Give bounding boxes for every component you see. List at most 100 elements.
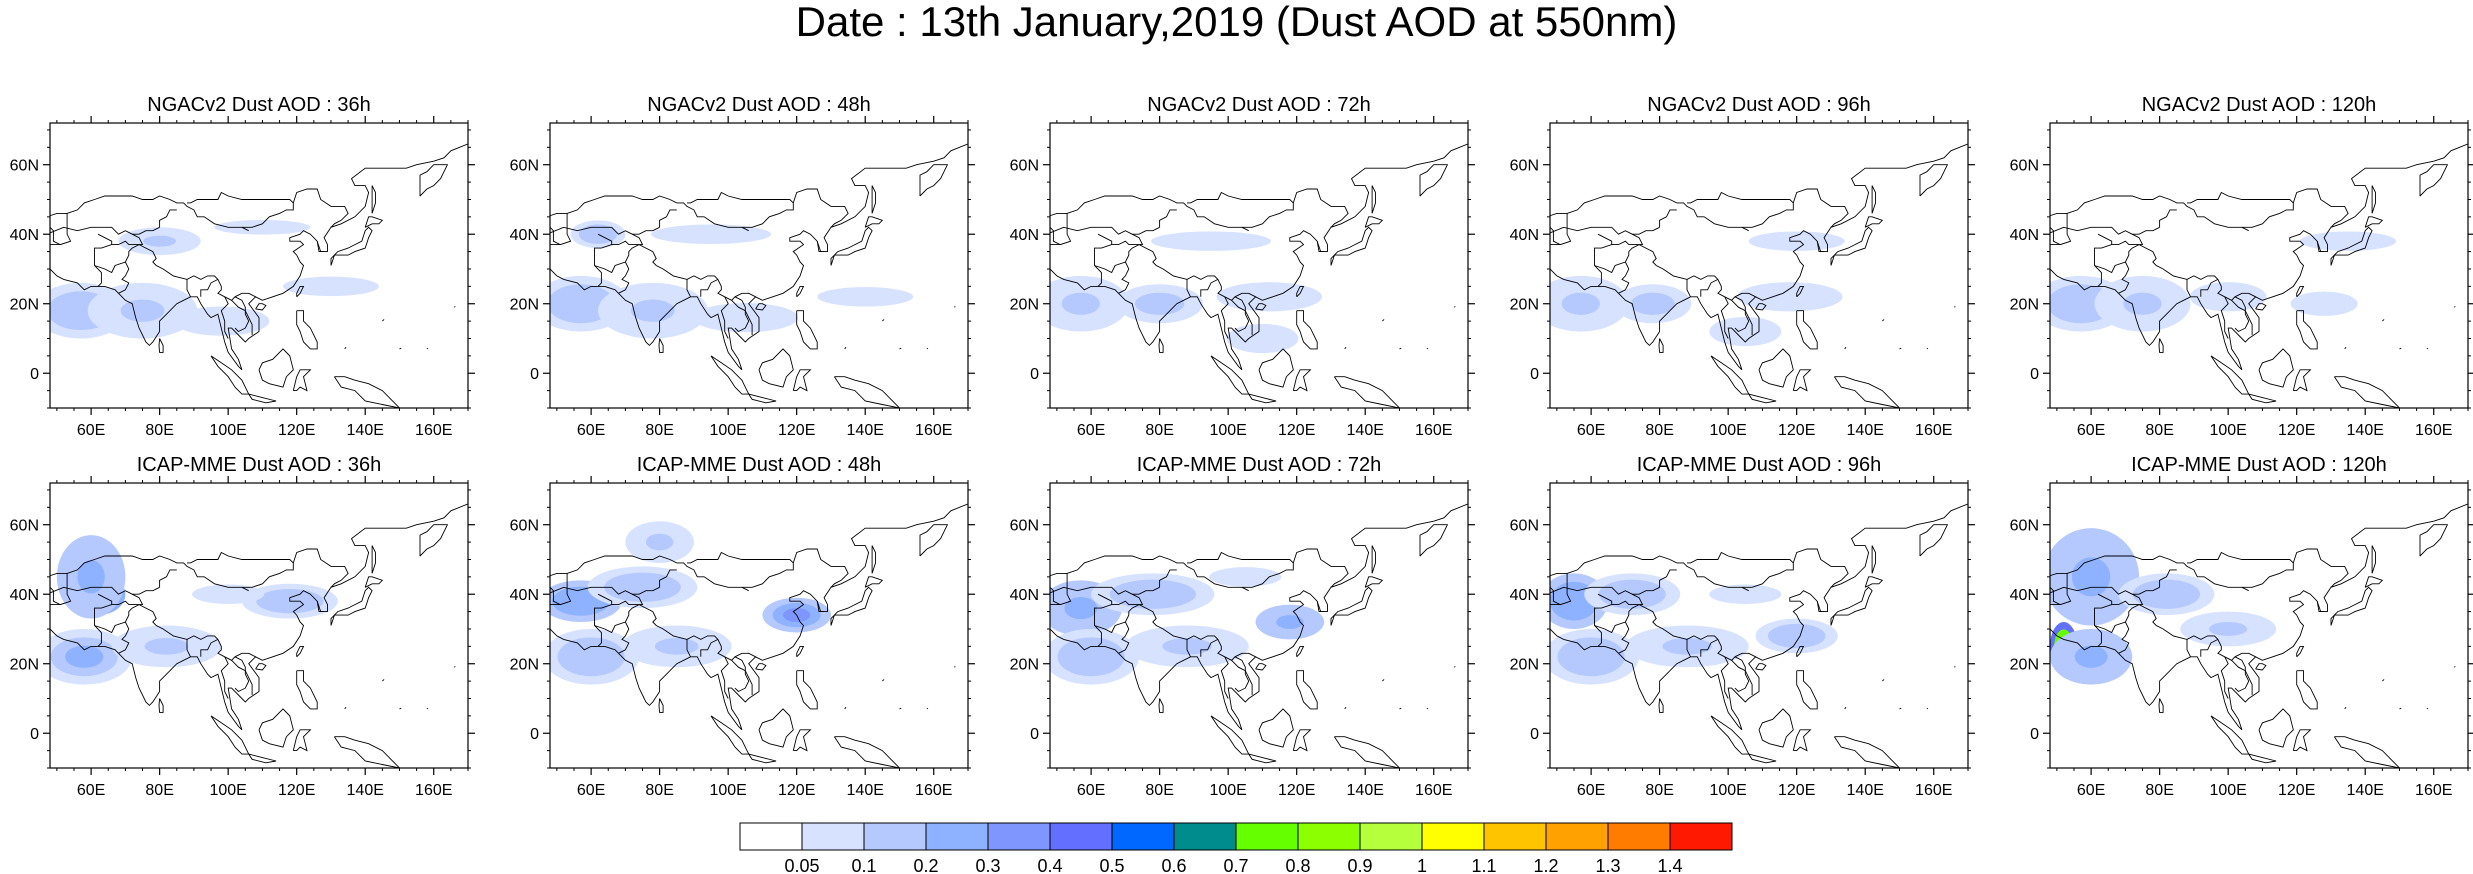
panel-title: ICAP-MME Dust AOD : 120h	[2131, 454, 2387, 476]
lon-tick-label: 100E	[1709, 782, 1746, 799]
lat-tick-label: 0	[1030, 726, 1039, 743]
dust-aod-field	[2050, 231, 2397, 332]
map-panel-icap-mme-48h: ICAP-MME Dust AOD : 48h 60N 40N 20N 0 60E 80E 1…	[510, 454, 975, 799]
lat-tick-label: 40N	[2010, 587, 2039, 604]
lat-tick-label: 0	[1030, 366, 1039, 383]
aod-patch	[1276, 615, 1304, 629]
lat-tick-label: 60N	[2010, 518, 2039, 535]
aod-patch	[1630, 292, 1675, 315]
map-panel-ngacv2-96h: NGACv2 Dust AOD : 96h 60N 40N 20N 0 60E 80E 100…	[1510, 94, 1975, 439]
panel-title: ICAP-MME Dust AOD : 96h	[1637, 454, 1882, 476]
lat-tick-label: 20N	[1510, 657, 1539, 674]
panel-title: ICAP-MME Dust AOD : 36h	[137, 454, 382, 476]
lon-tick-label: 80E	[145, 422, 173, 439]
map-panel-ngacv2-36h: NGACv2 Dust AOD : 36h 60N 40N 20N 0 60E 80E 100…	[10, 94, 475, 439]
lon-tick-label: 100E	[1209, 422, 1246, 439]
lon-tick-label: 60E	[577, 782, 605, 799]
lon-tick-label: 60E	[1077, 782, 1105, 799]
lat-tick-label: 0	[2030, 366, 2039, 383]
figure-title: Date : 13th January,2019 (Dust AOD at 55…	[795, 0, 1678, 45]
lon-tick-label: 100E	[209, 782, 246, 799]
aod-patch	[2123, 292, 2162, 315]
lon-tick-label: 120E	[2278, 782, 2315, 799]
aod-patch	[77, 560, 105, 594]
dust-aod-field	[1550, 573, 1838, 685]
aod-patch	[645, 533, 674, 551]
lat-tick-label: 20N	[2010, 657, 2039, 674]
panel-title: ICAP-MME Dust AOD : 72h	[1137, 454, 1382, 476]
lat-tick-label: 60N	[1010, 158, 1039, 175]
aod-patch	[676, 228, 746, 240]
lon-tick-label: 140E	[847, 422, 884, 439]
lat-tick-label: 0	[2030, 726, 2039, 743]
panel-title: ICAP-MME Dust AOD : 48h	[637, 454, 882, 476]
panel-title: NGACv2 Dust AOD : 72h	[1147, 94, 1370, 116]
aod-patch	[1239, 288, 1300, 306]
lat-tick-label: 20N	[1510, 297, 1539, 314]
map-frame	[549, 122, 969, 409]
aod-patch	[630, 299, 675, 322]
coastlines	[550, 503, 968, 768]
lon-tick-label: 160E	[415, 782, 452, 799]
lat-tick-label: 40N	[2010, 227, 2039, 244]
lon-tick-label: 160E	[1415, 782, 1452, 799]
lon-tick-label: 100E	[2209, 782, 2246, 799]
map-panel-icap-mme-72h: ICAP-MME Dust AOD : 72h 60N 40N 20N 0 60E 80E 1…	[1010, 454, 1475, 799]
aod-patch	[1061, 292, 1101, 315]
lat-tick-label: 20N	[10, 657, 39, 674]
lon-tick-label: 120E	[1278, 782, 1315, 799]
lat-tick-label: 0	[530, 366, 539, 383]
lat-tick-label: 40N	[510, 227, 539, 244]
lon-tick-label: 100E	[209, 422, 246, 439]
lon-tick-label: 100E	[709, 422, 746, 439]
lon-tick-label: 160E	[1415, 422, 1452, 439]
aod-patch	[143, 235, 177, 247]
map-frame	[1549, 122, 1969, 409]
lat-tick-label: 60N	[510, 158, 539, 175]
lon-tick-label: 60E	[1077, 422, 1105, 439]
lon-tick-label: 120E	[1278, 422, 1315, 439]
coastlines	[2050, 143, 2468, 408]
lat-tick-label: 60N	[510, 518, 539, 535]
aod-patch	[2074, 645, 2108, 668]
map-frame	[1549, 482, 1969, 769]
aod-patch	[193, 312, 249, 330]
map-frame	[49, 482, 469, 769]
aod-patch	[1780, 628, 1814, 643]
lat-tick-label: 20N	[2010, 297, 2039, 314]
lat-tick-label: 20N	[1010, 657, 1039, 674]
lon-tick-label: 140E	[1847, 422, 1884, 439]
coastlines	[1550, 503, 1968, 768]
panel-title: NGACv2 Dust AOD : 48h	[647, 94, 870, 116]
aod-patch	[654, 638, 699, 655]
lon-tick-label: 80E	[2145, 422, 2173, 439]
panel-title: NGACv2 Dust AOD : 36h	[147, 94, 370, 116]
lon-tick-label: 60E	[2077, 422, 2105, 439]
aod-patch	[2304, 296, 2344, 311]
aod-patch	[1759, 288, 1820, 306]
map-frame	[1049, 482, 1469, 769]
lon-tick-label: 140E	[347, 422, 384, 439]
lon-tick-label: 80E	[645, 422, 673, 439]
aod-patch	[2071, 557, 2111, 597]
lat-tick-label: 0	[30, 366, 39, 383]
lon-tick-label: 100E	[1709, 422, 1746, 439]
aod-patch	[65, 645, 104, 668]
coastlines	[550, 143, 968, 408]
lon-tick-label: 160E	[915, 422, 952, 439]
lon-tick-label: 100E	[2209, 422, 2246, 439]
lon-tick-label: 120E	[278, 782, 315, 799]
aod-patch	[1071, 645, 1111, 668]
aod-patch	[561, 292, 601, 315]
lon-tick-label: 120E	[278, 422, 315, 439]
aod-patch	[207, 588, 249, 600]
lon-tick-label: 160E	[2415, 422, 2452, 439]
lat-tick-label: 40N	[10, 587, 39, 604]
lon-tick-label: 120E	[1778, 422, 1815, 439]
lon-tick-label: 60E	[77, 782, 105, 799]
aod-patch	[1224, 571, 1266, 583]
aod-patch	[2206, 288, 2251, 306]
lon-tick-label: 140E	[2347, 422, 2384, 439]
lon-tick-label: 160E	[415, 422, 452, 439]
map-frame	[1049, 122, 1469, 409]
